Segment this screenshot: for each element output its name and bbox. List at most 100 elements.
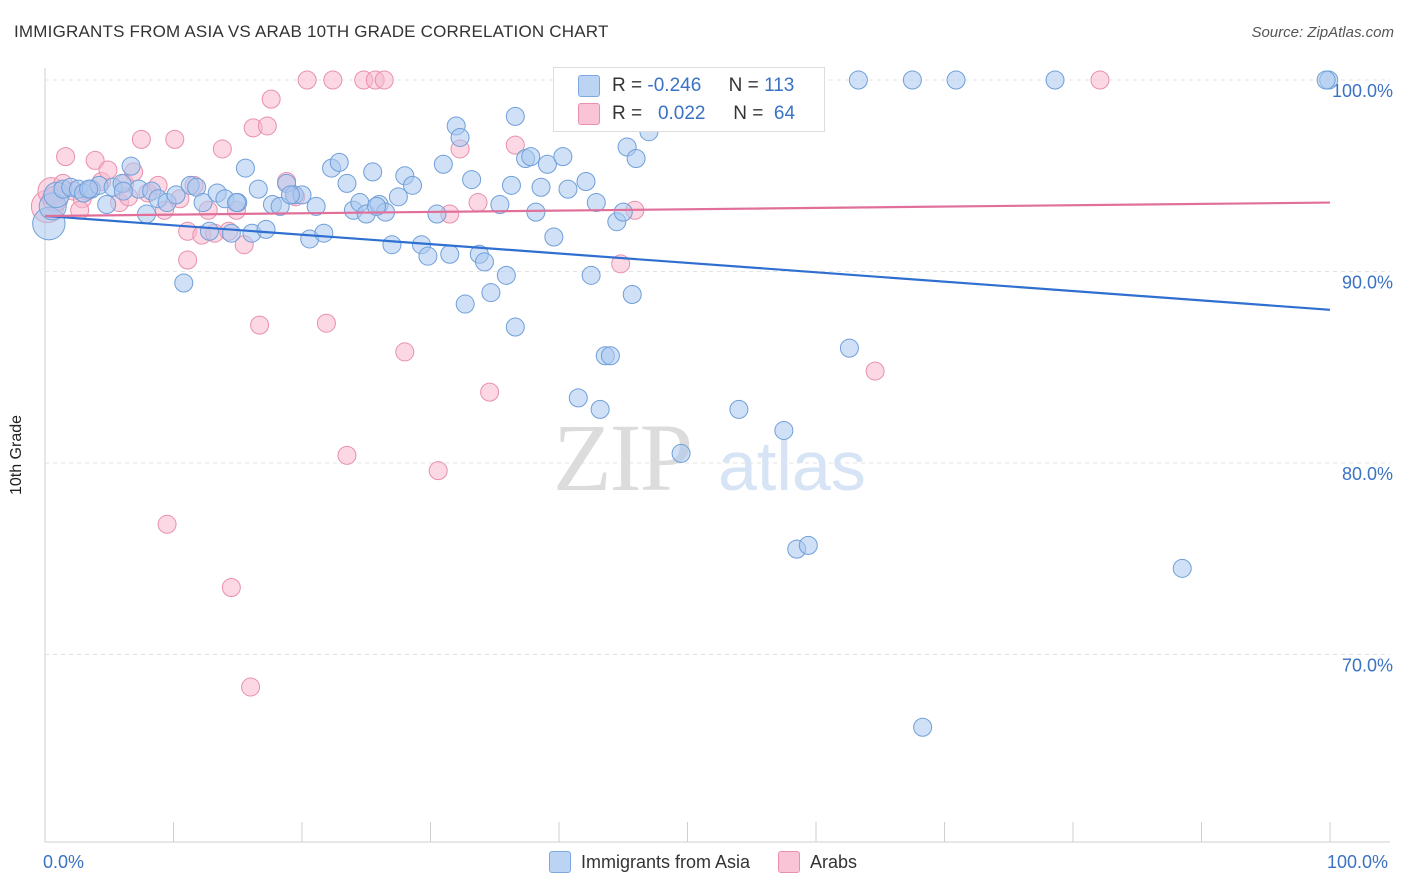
arabs-point <box>257 116 277 136</box>
chart-title: IMMIGRANTS FROM ASIA VS ARAB 10TH GRADE … <box>14 22 609 41</box>
asia-point <box>600 346 620 366</box>
asia-legend-swatch <box>548 851 571 873</box>
asia-point <box>314 223 334 243</box>
r-value-asia: -0.246 <box>647 75 702 96</box>
asia-point <box>256 219 276 239</box>
asia-point <box>913 717 933 737</box>
asia-point <box>306 196 326 216</box>
arabs-point <box>505 135 525 155</box>
arabs-point <box>157 514 177 534</box>
asia-point <box>221 223 241 243</box>
asia-point <box>455 294 475 314</box>
asia-point <box>193 193 213 213</box>
watermark-zip: ZIP <box>553 404 691 511</box>
r-value-arabs: 0.022 <box>657 103 706 124</box>
asia-point <box>946 70 966 90</box>
asia-point <box>474 252 494 272</box>
y-tick-label: 70.0% <box>1342 656 1393 676</box>
x-tick-label: 100.0% <box>1327 852 1389 872</box>
asia-point <box>388 187 408 207</box>
asia-point <box>568 388 588 408</box>
asia-point <box>521 147 541 167</box>
stats-row-asia: R = -0.246 N = 113 <box>578 72 794 100</box>
arabs-point <box>395 342 415 362</box>
asia-point <box>505 317 525 337</box>
arabs-point <box>85 150 105 170</box>
asia-point <box>626 149 646 169</box>
asia-point <box>367 196 387 216</box>
arabs-point <box>323 70 343 90</box>
asia-point <box>729 399 749 419</box>
arabs-point <box>865 361 885 381</box>
asia-point <box>440 244 460 264</box>
asia-point <box>79 179 99 199</box>
series-legend: Immigrants from Asia Arabs <box>0 851 1406 873</box>
asia-point <box>280 185 300 205</box>
asia-point <box>427 204 447 224</box>
asia-point <box>848 70 868 90</box>
asia-point <box>622 284 642 304</box>
source-label: Source: ZipAtlas.com <box>1251 24 1394 41</box>
arabs-trendline <box>44 201 1331 218</box>
asia-point <box>544 227 564 247</box>
arabs-swatch <box>578 103 600 125</box>
n-value-arabs: 64 <box>773 103 796 124</box>
asia-point <box>363 162 383 182</box>
n-value-asia: 113 <box>764 75 795 96</box>
asia-point <box>590 399 610 419</box>
asia-point <box>462 170 482 190</box>
arabs-point <box>468 193 488 213</box>
asia-point <box>199 221 219 241</box>
asia-point <box>1045 70 1065 90</box>
asia-point <box>671 443 691 463</box>
asia-point <box>798 535 818 555</box>
asia-point <box>902 70 922 90</box>
y-tick-label: 90.0% <box>1342 273 1393 293</box>
arabs-point <box>178 250 198 270</box>
asia-point <box>576 171 596 191</box>
arabs-point <box>297 70 317 90</box>
arabs-point <box>131 129 151 149</box>
asia-point <box>337 173 357 193</box>
asia-point <box>537 154 557 174</box>
r-label: R = <box>612 103 643 124</box>
legend-item-asia[interactable]: Immigrants from Asia <box>548 851 750 873</box>
asia-swatch <box>578 75 600 97</box>
stats-legend: R = -0.246 N = 113 R = 0.022 N = 64 <box>553 67 825 132</box>
asia-point <box>496 265 516 285</box>
asia-point <box>235 158 255 178</box>
arabs-point <box>165 129 185 149</box>
asia-point <box>226 193 246 213</box>
asia-point <box>553 147 573 167</box>
asia-point <box>581 265 601 285</box>
asia-point <box>505 106 525 126</box>
watermark-atlas: atlas <box>718 427 866 505</box>
n-label: N = <box>728 75 759 96</box>
arabs-point <box>241 677 261 697</box>
arabs-point <box>221 577 241 597</box>
asia-point <box>174 273 194 293</box>
asia-point <box>248 179 268 199</box>
arabs-point <box>480 382 500 402</box>
x-tick-label: 0.0% <box>43 852 85 872</box>
asia-point <box>121 156 141 176</box>
asia-point <box>97 194 117 214</box>
asia-point <box>1172 558 1192 578</box>
y-tick-label: 100.0% <box>1332 81 1393 101</box>
asia-point <box>558 179 578 199</box>
arabs-point <box>428 461 448 481</box>
arabs-point <box>1090 70 1110 90</box>
n-label: N = <box>733 103 764 124</box>
asia-point <box>450 127 470 147</box>
arabs-point <box>374 70 394 90</box>
legend-item-arabs[interactable]: Arabs <box>778 851 857 873</box>
stats-row-arabs: R = 0.022 N = 64 <box>578 100 795 128</box>
arabs-legend-swatch <box>778 851 800 873</box>
asia-point <box>839 338 859 358</box>
asia-point <box>329 152 349 172</box>
asia-point <box>433 154 453 174</box>
arabs-point <box>98 160 118 180</box>
asia-point <box>382 235 402 255</box>
legend-label-arabs: Arabs <box>810 851 858 872</box>
